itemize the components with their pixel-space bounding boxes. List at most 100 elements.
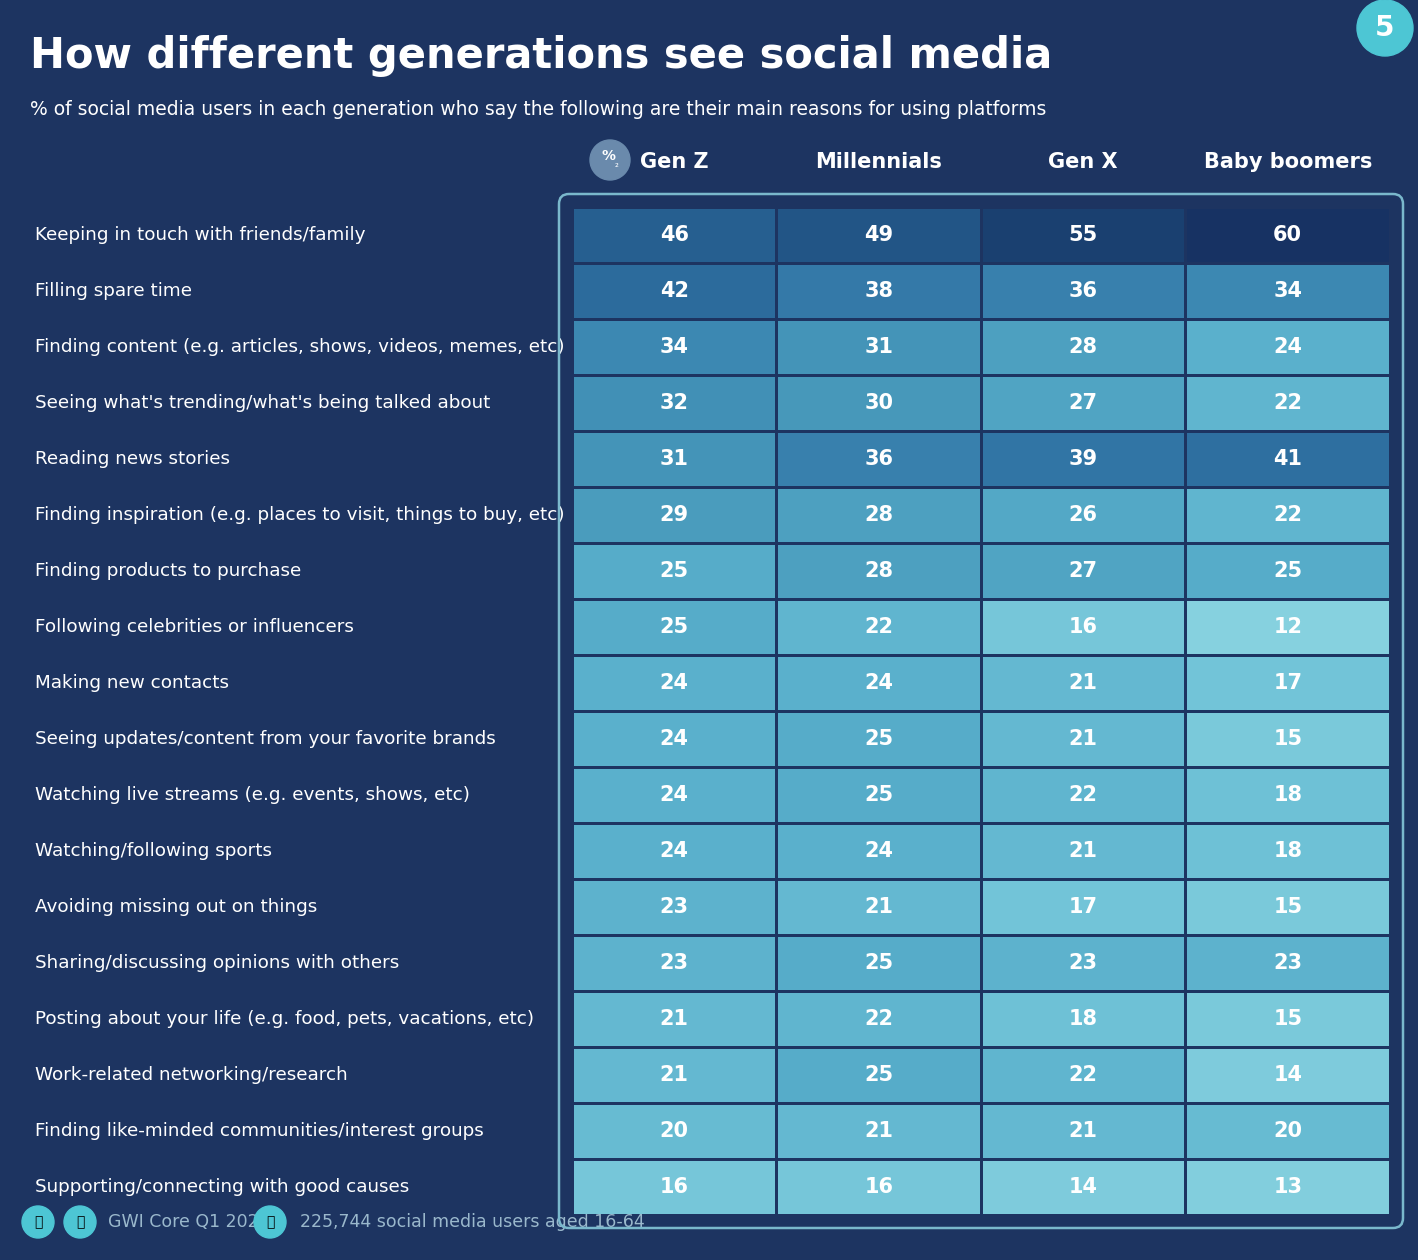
Bar — [983, 993, 1184, 1046]
Circle shape — [64, 1206, 96, 1239]
Bar — [1187, 824, 1388, 877]
Text: 60: 60 — [1273, 226, 1302, 244]
Bar — [1187, 712, 1388, 766]
Text: 36: 36 — [1069, 281, 1098, 301]
Text: 49: 49 — [864, 226, 893, 244]
Text: 18: 18 — [1069, 1009, 1098, 1029]
Text: Making new contacts: Making new contacts — [35, 674, 228, 692]
Bar — [573, 320, 776, 373]
Text: 23: 23 — [659, 897, 689, 917]
Bar — [573, 769, 776, 822]
Text: 42: 42 — [659, 281, 689, 301]
Bar — [983, 489, 1184, 542]
Bar — [1187, 1048, 1388, 1101]
Bar — [983, 881, 1184, 934]
Text: 22: 22 — [1069, 785, 1098, 805]
Bar — [1187, 769, 1388, 822]
Text: 12: 12 — [1273, 617, 1302, 638]
Bar — [778, 208, 980, 262]
Text: 20: 20 — [1273, 1121, 1302, 1142]
Bar — [983, 1048, 1184, 1101]
Bar — [983, 656, 1184, 709]
Bar — [778, 377, 980, 430]
Bar — [573, 1160, 776, 1213]
Bar — [778, 265, 980, 318]
Bar — [778, 1105, 980, 1158]
Text: Sharing/discussing opinions with others: Sharing/discussing opinions with others — [35, 954, 400, 971]
Text: 23: 23 — [1273, 953, 1302, 973]
Text: 25: 25 — [864, 1065, 893, 1085]
Text: Gen X: Gen X — [1048, 152, 1117, 173]
Text: 14: 14 — [1069, 1177, 1098, 1197]
Bar — [983, 265, 1184, 318]
Bar — [1187, 993, 1388, 1046]
Text: Finding products to purchase: Finding products to purchase — [35, 562, 301, 580]
Bar — [983, 601, 1184, 654]
Bar — [1187, 656, 1388, 709]
Text: 55: 55 — [1069, 226, 1098, 244]
Text: % of social media users in each generation who say the following are their main : % of social media users in each generati… — [30, 100, 1046, 118]
Bar — [1187, 1160, 1388, 1213]
Text: Reading news stories: Reading news stories — [35, 450, 230, 467]
Text: 24: 24 — [864, 673, 893, 693]
Text: Finding like-minded communities/interest groups: Finding like-minded communities/interest… — [35, 1121, 484, 1140]
Text: 28: 28 — [1069, 336, 1098, 357]
Text: 21: 21 — [1069, 730, 1098, 748]
Bar — [573, 208, 776, 262]
Text: Seeing what's trending/what's being talked about: Seeing what's trending/what's being talk… — [35, 394, 491, 412]
Text: 15: 15 — [1273, 897, 1302, 917]
Text: 22: 22 — [864, 1009, 893, 1029]
Text: 21: 21 — [1069, 1121, 1098, 1142]
Text: 16: 16 — [1069, 617, 1098, 638]
Bar — [778, 489, 980, 542]
Bar — [983, 544, 1184, 597]
Text: 22: 22 — [1273, 505, 1302, 525]
Bar — [573, 824, 776, 877]
Bar — [778, 320, 980, 373]
Bar — [983, 1105, 1184, 1158]
Text: 32: 32 — [659, 393, 689, 413]
Text: 26: 26 — [1069, 505, 1098, 525]
Text: 30: 30 — [864, 393, 893, 413]
Text: Millennials: Millennials — [815, 152, 942, 173]
Bar — [983, 208, 1184, 262]
Bar — [1187, 320, 1388, 373]
Text: 46: 46 — [659, 226, 689, 244]
Text: 27: 27 — [1069, 561, 1098, 581]
Bar — [983, 432, 1184, 485]
Text: 21: 21 — [659, 1009, 689, 1029]
Text: 29: 29 — [659, 505, 689, 525]
Bar — [778, 881, 980, 934]
Bar — [778, 993, 980, 1046]
Text: Supporting/connecting with good causes: Supporting/connecting with good causes — [35, 1178, 410, 1196]
Bar — [778, 432, 980, 485]
Bar — [778, 712, 980, 766]
Text: 225,744 social media users aged 16-64: 225,744 social media users aged 16-64 — [301, 1213, 645, 1231]
Text: Posting about your life (e.g. food, pets, vacations, etc): Posting about your life (e.g. food, pets… — [35, 1011, 535, 1028]
Text: ₂: ₂ — [615, 159, 618, 169]
Bar — [778, 1160, 980, 1213]
Circle shape — [254, 1206, 286, 1239]
Text: 5: 5 — [1375, 14, 1395, 42]
Text: 22: 22 — [1069, 1065, 1098, 1085]
Bar — [983, 769, 1184, 822]
Text: 20: 20 — [659, 1121, 689, 1142]
Bar — [1187, 1105, 1388, 1158]
Text: 21: 21 — [864, 897, 893, 917]
Text: Avoiding missing out on things: Avoiding missing out on things — [35, 898, 318, 916]
Bar — [1187, 208, 1388, 262]
Circle shape — [590, 140, 630, 180]
Text: 41: 41 — [1273, 449, 1302, 469]
Text: 21: 21 — [864, 1121, 893, 1142]
Bar — [1187, 601, 1388, 654]
Bar — [573, 881, 776, 934]
Bar — [778, 936, 980, 989]
Bar — [983, 936, 1184, 989]
Bar — [778, 769, 980, 822]
Text: 23: 23 — [1069, 953, 1098, 973]
Text: Watching live streams (e.g. events, shows, etc): Watching live streams (e.g. events, show… — [35, 786, 469, 804]
Text: Filling spare time: Filling spare time — [35, 282, 191, 300]
Bar — [573, 377, 776, 430]
Bar — [573, 489, 776, 542]
Text: 24: 24 — [659, 730, 689, 748]
